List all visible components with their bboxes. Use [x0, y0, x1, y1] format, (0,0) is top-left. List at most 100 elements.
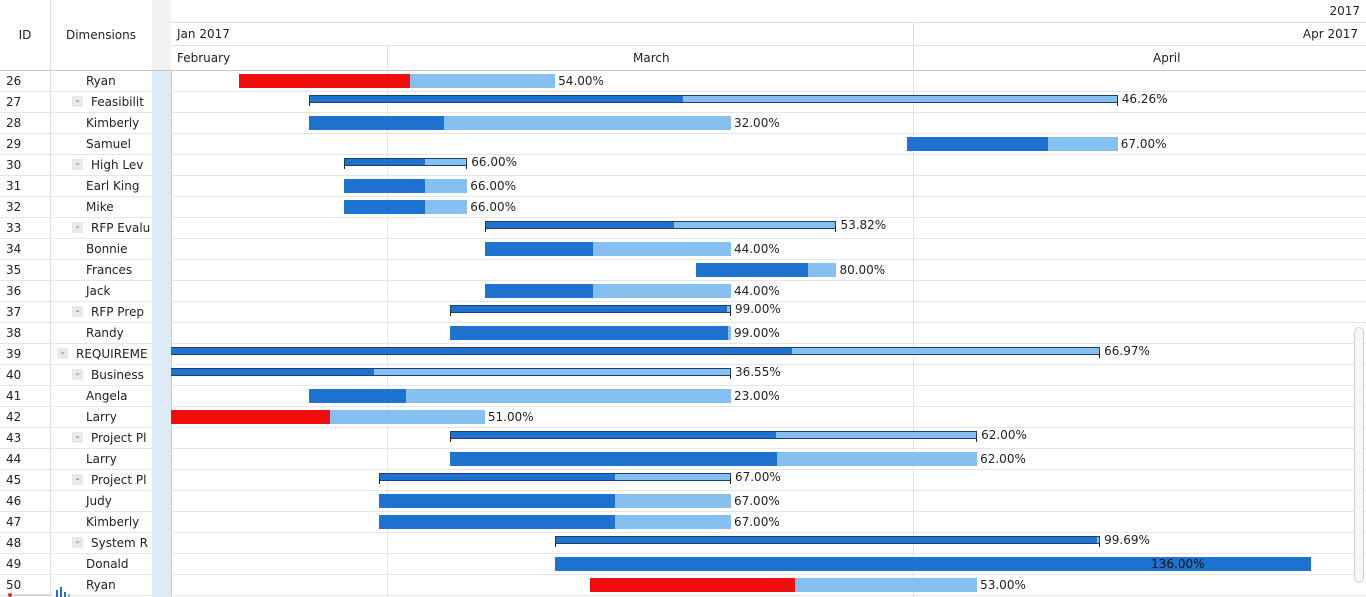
task-row[interactable]: 32 Mike: [0, 197, 152, 218]
collapse-toggle-icon[interactable]: -: [72, 159, 83, 170]
task-row[interactable]: 40- Business: [0, 365, 152, 386]
task-row[interactable]: 43- Project Pl: [0, 428, 152, 449]
collapse-toggle-icon[interactable]: -: [72, 537, 83, 548]
task-bar[interactable]: [309, 389, 731, 403]
task-dimension-cell: Kimberly: [51, 113, 151, 133]
task-bar[interactable]: [344, 200, 468, 214]
task-row[interactable]: 48- System R: [0, 533, 152, 554]
task-row[interactable]: 28 Kimberly: [0, 113, 152, 134]
row-gridline: [171, 553, 1366, 554]
task-id: 49: [0, 554, 51, 574]
progress-percent-label: 44.00%: [733, 242, 780, 256]
task-row[interactable]: 37- RFP Prep: [0, 302, 152, 323]
summary-task-bar[interactable]: [555, 536, 1101, 547]
task-name: Judy: [86, 494, 112, 508]
progress-percent-label: 80.00%: [839, 263, 886, 277]
task-id: 33: [0, 218, 51, 238]
task-progress-fill: [309, 116, 445, 130]
task-bar[interactable]: [379, 515, 731, 529]
task-progress-fill: [379, 515, 615, 529]
progress-percent-label: 66.97%: [1104, 344, 1150, 358]
task-bar[interactable]: [906, 137, 1118, 151]
collapse-toggle-icon[interactable]: -: [72, 369, 83, 380]
task-row[interactable]: 45- Project Pl: [0, 470, 152, 491]
task-row[interactable]: 47 Kimberly: [0, 512, 152, 533]
summary-task-bar[interactable]: [344, 158, 468, 169]
task-bar[interactable]: [379, 494, 731, 508]
task-row[interactable]: 49 Donald: [0, 554, 152, 575]
task-row[interactable]: 44 Larry: [0, 449, 152, 470]
task-bar[interactable]: [238, 74, 556, 88]
summary-task-bar[interactable]: [171, 368, 731, 379]
task-row[interactable]: 46 Judy: [0, 491, 152, 512]
summary-tick-left: [449, 437, 451, 442]
collapse-toggle-icon[interactable]: -: [72, 474, 83, 485]
task-bar[interactable]: [484, 284, 731, 298]
row-gridline: [171, 364, 1366, 365]
collapse-toggle-icon[interactable]: -: [72, 432, 83, 443]
summary-progress-fill: [450, 432, 777, 438]
summary-task-bar[interactable]: [171, 347, 1101, 358]
column-header-dimensions[interactable]: Dimensions: [65, 28, 137, 42]
task-name: REQUIREME: [76, 347, 148, 361]
row-gridline: [171, 406, 1366, 407]
task-row[interactable]: 35 Frances: [0, 260, 152, 281]
task-id: 28: [0, 113, 51, 133]
row-gridline: [171, 511, 1366, 512]
grid-header: ID Dimensions: [0, 0, 153, 71]
row-gridline: [171, 532, 1366, 533]
month-label-february: February: [177, 51, 231, 65]
task-bar[interactable]: [449, 452, 978, 466]
task-row[interactable]: 42 Larry: [0, 407, 152, 428]
summary-task-bar[interactable]: [484, 221, 837, 232]
task-bar[interactable]: [590, 578, 978, 592]
summary-task-bar[interactable]: [309, 95, 1118, 106]
summary-task-bar[interactable]: [379, 473, 731, 484]
summary-tick-right: [729, 374, 731, 379]
summary-progress-fill: [450, 306, 728, 312]
task-bar[interactable]: [171, 410, 485, 424]
task-dimension-cell: - Project Pl: [51, 470, 151, 490]
task-progress-fill: [238, 74, 410, 88]
row-gridline: [171, 175, 1366, 176]
task-id: 36: [0, 281, 51, 301]
task-dimension-cell: Ryan: [51, 575, 151, 595]
summary-task-bar[interactable]: [449, 305, 731, 316]
progress-percent-label: 23.00%: [733, 389, 780, 403]
task-bar[interactable]: [344, 179, 468, 193]
task-row[interactable]: 50 Ryan: [0, 575, 152, 596]
task-name: RFP Prep: [91, 305, 144, 319]
row-gridline: [171, 343, 1366, 344]
collapse-toggle-icon[interactable]: -: [57, 348, 68, 359]
progress-percent-label: 54.00%: [558, 74, 604, 88]
task-name: System R: [91, 536, 148, 550]
task-name: Mike: [86, 200, 114, 214]
summary-task-bar[interactable]: [449, 431, 978, 442]
task-row[interactable]: 33- RFP Evalu: [0, 218, 152, 239]
task-bar[interactable]: [449, 326, 731, 340]
collapse-toggle-icon[interactable]: -: [72, 306, 83, 317]
task-row[interactable]: 29 Samuel: [0, 134, 152, 155]
task-progress-fill: [344, 200, 426, 214]
task-row[interactable]: 30- High Lev: [0, 155, 152, 176]
task-bar[interactable]: [695, 263, 837, 277]
task-row[interactable]: 34 Bonnie: [0, 239, 152, 260]
collapse-toggle-icon[interactable]: -: [72, 222, 83, 233]
task-dimension-cell: - REQUIREME: [51, 344, 151, 364]
task-id: 30: [0, 155, 51, 175]
collapse-toggle-icon[interactable]: -: [72, 96, 83, 107]
task-row[interactable]: 27- Feasibilit: [0, 92, 152, 113]
task-row[interactable]: 38 Randy: [0, 323, 152, 344]
task-bar[interactable]: [555, 557, 1312, 571]
task-row[interactable]: 36 Jack: [0, 281, 152, 302]
pane-splitter[interactable]: [152, 0, 172, 597]
task-row[interactable]: 31 Earl King: [0, 176, 152, 197]
task-bar[interactable]: [484, 242, 731, 256]
task-row[interactable]: 26 Ryan: [0, 71, 152, 92]
row-gridline: [171, 385, 1366, 386]
task-row[interactable]: 39- REQUIREME: [0, 344, 152, 365]
column-header-id[interactable]: ID: [0, 0, 51, 70]
task-row[interactable]: 41 Angela: [0, 386, 152, 407]
vertical-scrollbar[interactable]: [1354, 327, 1364, 583]
task-bar[interactable]: [309, 116, 731, 130]
